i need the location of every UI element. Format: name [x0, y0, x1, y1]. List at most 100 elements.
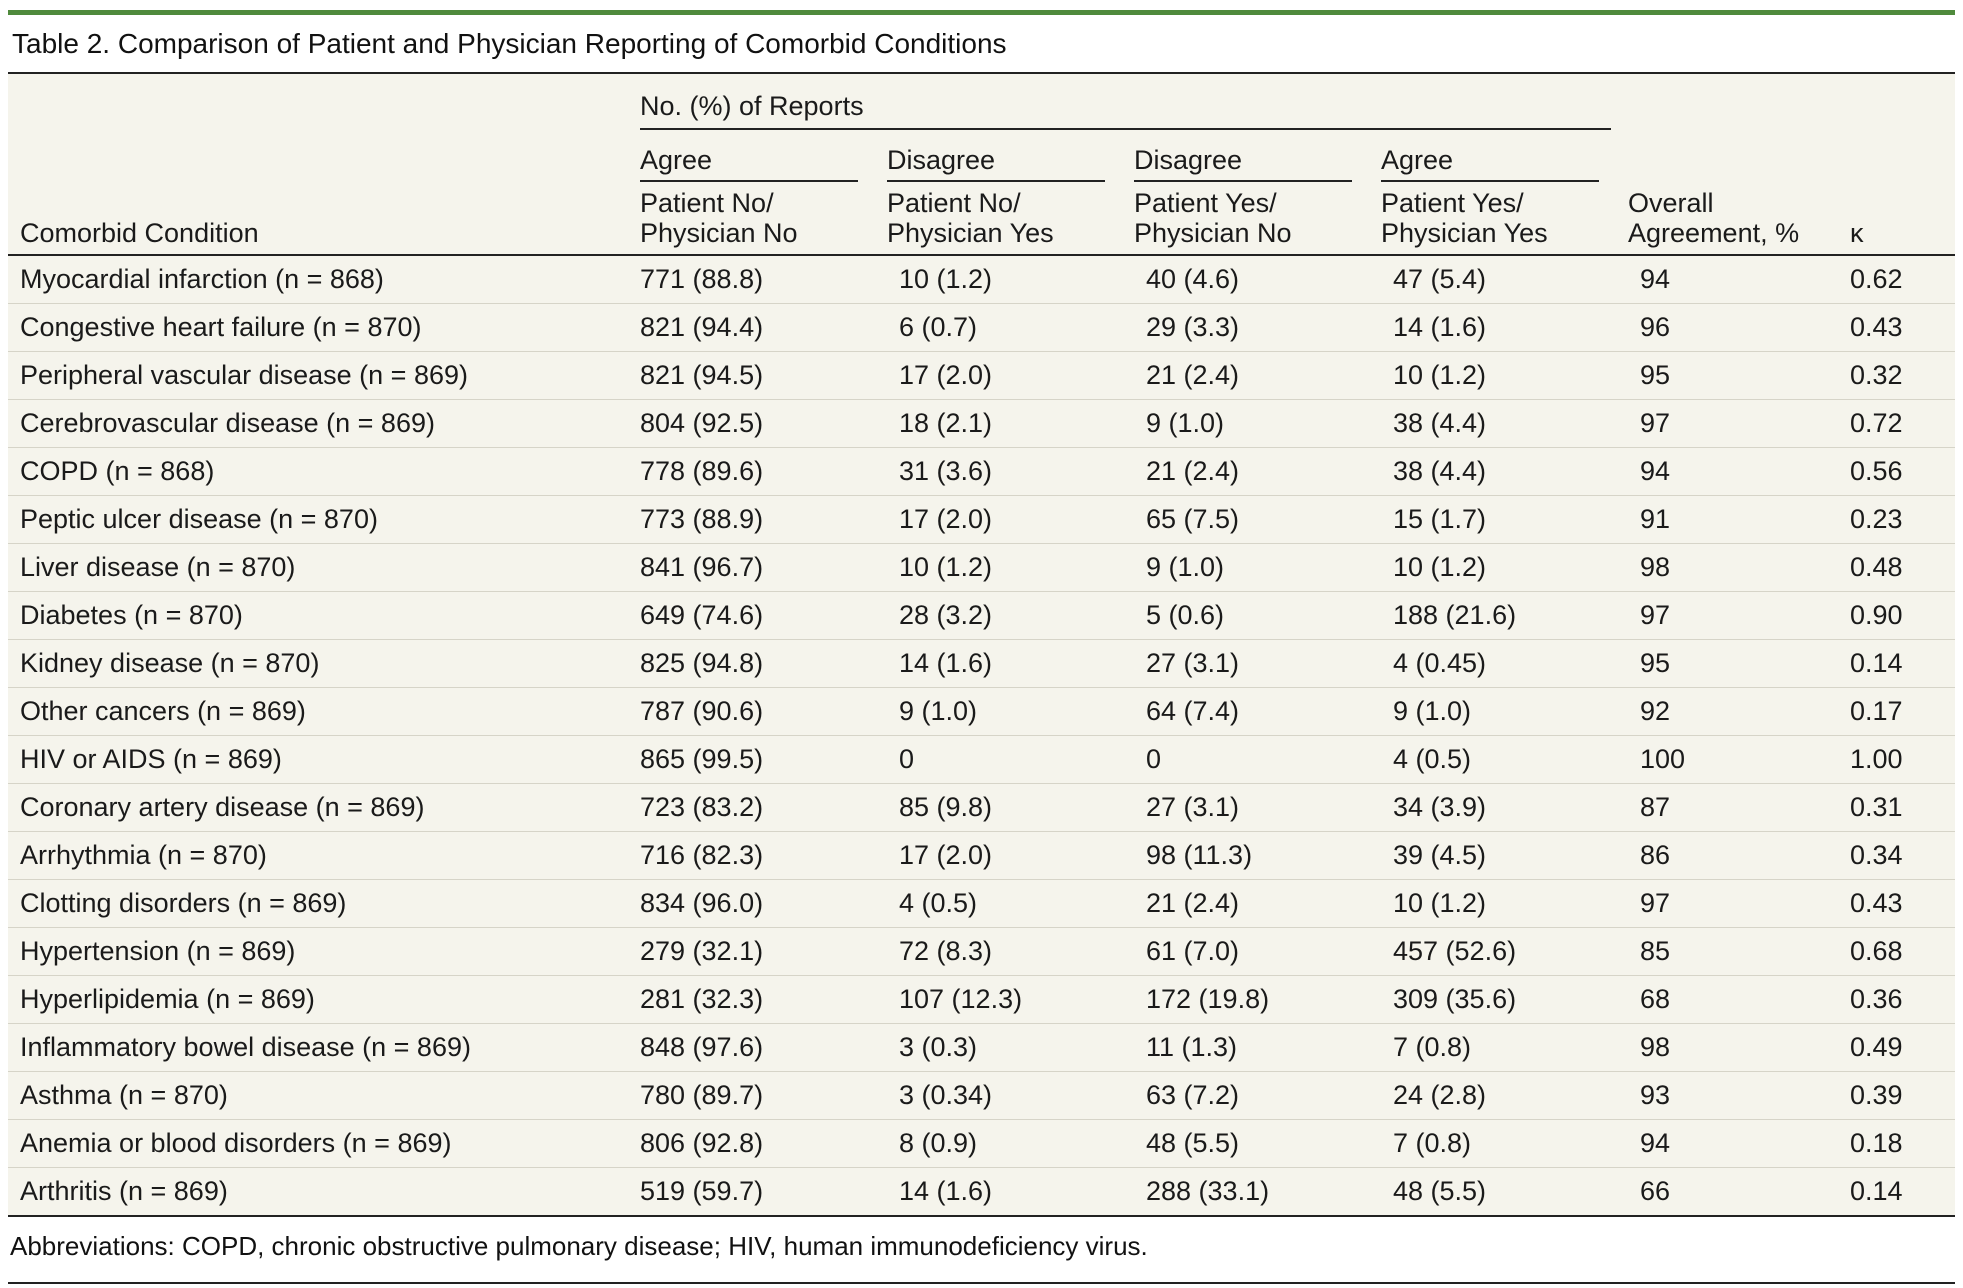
- cell-kappa: 0.56: [1845, 447, 1956, 496]
- cell-ny: 85 (9.8): [882, 783, 1129, 832]
- cell-kappa: 1.00: [1845, 735, 1956, 784]
- cell-yy: 457 (52.6): [1376, 927, 1624, 976]
- cell-nn: 804 (92.5): [635, 399, 882, 448]
- cell-yn: 64 (7.4): [1129, 687, 1376, 736]
- cell-yn: 27 (3.1): [1129, 639, 1376, 688]
- cell-nn: 821 (94.4): [635, 303, 882, 352]
- header-patient-yes-physician-no: Patient Yes/Physician No: [1134, 188, 1292, 248]
- cell-nn: 780 (89.7): [635, 1071, 882, 1120]
- cell-yn: 21 (2.4): [1129, 447, 1376, 496]
- cell-kappa: 0.14: [1850, 1176, 1903, 1206]
- cell-ny: 107 (12.3): [882, 975, 1129, 1024]
- table-row: Arthritis (n = 869) 519 (59.7) 14 (1.6) 288…: [8, 1168, 1955, 1216]
- cell-yn: 21 (2.4): [1129, 351, 1376, 400]
- cell-agree: 91: [1623, 495, 1846, 544]
- table-row: Other cancers (n = 869) 787 (90.6) 9 (1.0)…: [8, 687, 1956, 736]
- header-overall-agreement: Overall Agreement, %: [1628, 188, 1800, 248]
- cell-yy: 4 (0.45): [1376, 639, 1624, 688]
- cell-nn: 848 (97.6): [635, 1023, 882, 1072]
- header-patient-no-physician-no: Patient No/Physician No: [640, 188, 798, 248]
- cell-yn: 65 (7.5): [1129, 495, 1376, 544]
- group-header: No. (%) of Reports: [635, 74, 1623, 130]
- table-row: Cerebrovascular disease (n = 869) 804 (92…: [8, 399, 1956, 448]
- cell-condition: COPD (n = 868): [8, 447, 635, 496]
- cell-yy: 7 (0.8): [1376, 1119, 1624, 1168]
- cell-yn: 9 (1.0): [1129, 543, 1376, 592]
- table-row: Asthma (n = 870) 780 (89.7) 3 (0.34) 63 (7.…: [8, 1071, 1956, 1120]
- cell-kappa: 0.49: [1845, 1023, 1956, 1072]
- cell-nn: 834 (96.0): [635, 879, 882, 928]
- cell-kappa: 0.36: [1845, 975, 1956, 1024]
- cell-kappa: 0.18: [1845, 1119, 1956, 1168]
- cell-nn: 865 (99.5): [635, 735, 882, 784]
- cell-nn: 519 (59.7): [640, 1176, 764, 1206]
- table-row: Diabetes (n = 870) 649 (74.6) 28 (3.2) 5 (0…: [8, 591, 1956, 640]
- cell-kappa: 0.90: [1845, 591, 1956, 640]
- cell-nn: 821 (94.5): [635, 351, 882, 400]
- cell-yy: 34 (3.9): [1376, 783, 1624, 832]
- cell-condition: Peripheral vascular disease (n = 869): [8, 351, 635, 400]
- cell-condition: HIV or AIDS (n = 869): [8, 735, 635, 784]
- cell-yy: 9 (1.0): [1376, 687, 1624, 736]
- cell-condition: Inflammatory bowel disease (n = 869): [8, 1023, 635, 1072]
- subheader-agree-1: Agree: [635, 130, 882, 182]
- cell-condition: Diabetes (n = 870): [8, 591, 635, 640]
- cell-nn: 806 (92.8): [635, 1119, 882, 1168]
- cell-yn: 98 (11.3): [1129, 831, 1376, 880]
- cell-yn: 61 (7.0): [1129, 927, 1376, 976]
- cell-kappa: 0.72: [1845, 399, 1956, 448]
- cell-agree: 68: [1623, 975, 1846, 1024]
- cell-yy: 14 (1.6): [1376, 303, 1624, 352]
- cell-agree: 95: [1623, 639, 1846, 688]
- table-row: Hypertension (n = 869) 279 (32.1) 72 (8.3)…: [8, 927, 1956, 976]
- cell-nn: 778 (89.6): [635, 447, 882, 496]
- cell-kappa: 0.43: [1845, 303, 1956, 352]
- cell-ny: 4 (0.5): [882, 879, 1129, 928]
- footnote: Abbreviations: COPD, chronic obstructive…: [10, 1231, 1148, 1261]
- cell-yy: 47 (5.4): [1376, 255, 1624, 304]
- cell-condition: Liver disease (n = 870): [8, 543, 635, 592]
- cell-nn: 825 (94.8): [635, 639, 882, 688]
- table-row: Clotting disorders (n = 869) 834 (96.0) 4 …: [8, 879, 1956, 928]
- header-condition: Comorbid Condition: [20, 218, 259, 248]
- cell-agree: 97: [1623, 591, 1846, 640]
- cell-condition: Clotting disorders (n = 869): [8, 879, 635, 928]
- cell-kappa: 0.68: [1845, 927, 1956, 976]
- cell-kappa: 0.39: [1845, 1071, 1956, 1120]
- cell-ny: 0: [882, 735, 1129, 784]
- table-body: Myocardial infarction (n = 868) 771 (88.8…: [8, 255, 1956, 1216]
- cell-agree: 96: [1623, 303, 1846, 352]
- cell-condition: Cerebrovascular disease (n = 869): [8, 399, 635, 448]
- cell-agree: 94: [1623, 447, 1846, 496]
- cell-agree: 86: [1623, 831, 1846, 880]
- cell-kappa: 0.17: [1845, 687, 1956, 736]
- cell-yn: 63 (7.2): [1129, 1071, 1376, 1120]
- cell-yy: 309 (35.6): [1376, 975, 1624, 1024]
- cell-yy: 10 (1.2): [1376, 543, 1624, 592]
- cell-yn: 9 (1.0): [1129, 399, 1376, 448]
- cell-agree: 94: [1623, 1119, 1846, 1168]
- header-patient-no-physician-yes: Patient No/Physician Yes: [887, 188, 1054, 248]
- cell-ny: 31 (3.6): [882, 447, 1129, 496]
- table-row: Liver disease (n = 870) 841 (96.7) 10 (1.2…: [8, 543, 1956, 592]
- cell-ny: 6 (0.7): [882, 303, 1129, 352]
- cell-nn: 787 (90.6): [635, 687, 882, 736]
- subheader-disagree-2: Disagree: [1129, 130, 1376, 182]
- cell-yy: 38 (4.4): [1376, 447, 1624, 496]
- table-container: No. (%) of Reports Agree Disagree Disagr…: [8, 72, 1956, 1217]
- cell-nn: 773 (88.9): [635, 495, 882, 544]
- cell-agree: 97: [1623, 879, 1846, 928]
- cell-nn: 279 (32.1): [635, 927, 882, 976]
- cell-kappa: 0.48: [1845, 543, 1956, 592]
- cell-yy: 188 (21.6): [1376, 591, 1624, 640]
- cell-agree: 94: [1623, 255, 1846, 304]
- cell-agree: 98: [1623, 1023, 1846, 1072]
- cell-agree: 95: [1623, 351, 1846, 400]
- cell-kappa: 0.34: [1845, 831, 1956, 880]
- cell-yy: 10 (1.2): [1376, 879, 1624, 928]
- cell-ny: 17 (2.0): [882, 351, 1129, 400]
- cell-yn: 40 (4.6): [1129, 255, 1376, 304]
- cell-condition: Kidney disease (n = 870): [8, 639, 635, 688]
- cell-kappa: 0.62: [1845, 255, 1956, 304]
